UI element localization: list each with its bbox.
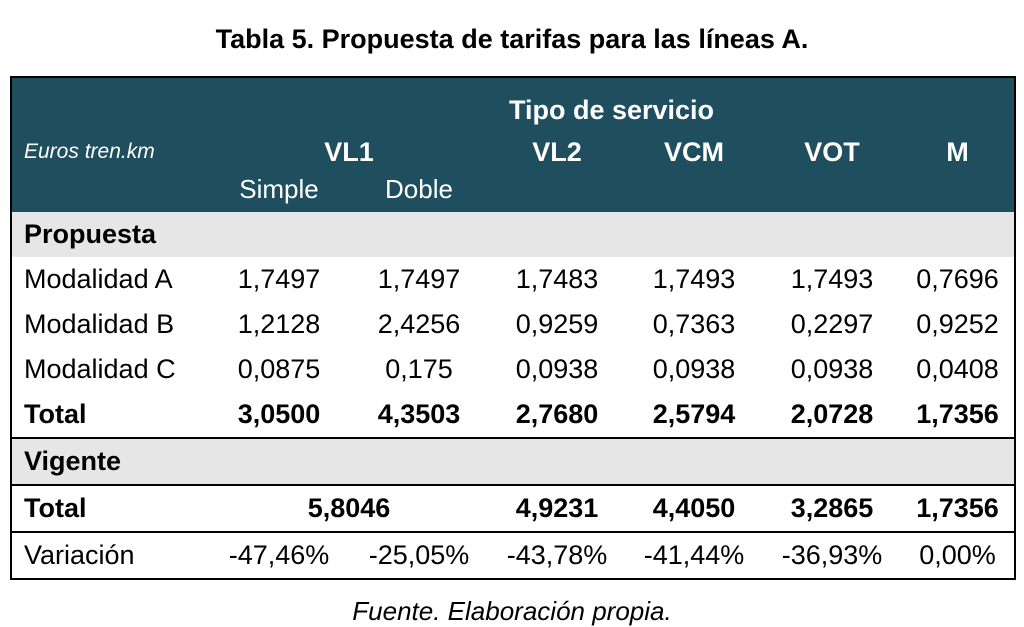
section-label: Vigente (11, 437, 1016, 485)
table-cell: 0,0938 (515, 354, 599, 384)
table-cell: 4,3503 (377, 399, 461, 429)
header-col-vot: VOT (763, 130, 901, 174)
header-sub-empty (489, 174, 625, 212)
table-cell: 3,2865 (763, 484, 901, 532)
table-cell: 0,0938 (790, 354, 874, 384)
table-cell: -43,78% (489, 531, 625, 579)
table-cell: 2,7680 (515, 399, 599, 429)
section-row-propuesta: Propuesta (11, 212, 1016, 257)
source-caption: Fuente. Elaboración propia. (352, 596, 672, 626)
table-cell: 0,2297 (790, 309, 874, 339)
header-sub-doble: Doble (349, 174, 489, 212)
header-sub-empty (901, 174, 1016, 212)
table-cell: 1,7497 (377, 264, 461, 294)
table-cell: 2,0728 (790, 399, 874, 429)
table-row-total-vigente: Total 5,8046 4,9231 4,4050 3,2865 1,7356 (11, 484, 1016, 532)
table-cell: 1,7483 (515, 264, 599, 294)
table-cell: -36,93% (763, 531, 901, 579)
row-label: Modalidad A (24, 264, 173, 294)
tariff-table: Tipo de servicio Euros tren.km VL1 VL2 V… (10, 76, 1017, 580)
header-unit-label: Euros tren.km (11, 130, 209, 174)
row-label: Modalidad C (24, 354, 176, 384)
table-cell: -47,46% (209, 531, 349, 579)
table-cell: 2,4256 (377, 309, 461, 339)
header-col-m: M (901, 130, 1016, 174)
section-label: Propuesta (11, 212, 1016, 257)
header-tipo-servicio: Tipo de servicio (209, 77, 1016, 130)
table-cell: 0,9259 (515, 309, 599, 339)
table-cell: 1,7493 (652, 264, 736, 294)
header-col-vl2: VL2 (489, 130, 625, 174)
row-label: Total (24, 399, 87, 429)
table-cell: 0,00% (901, 531, 1016, 579)
row-label: Total (11, 484, 209, 532)
header-sub-empty (625, 174, 763, 212)
table-cell: 0,9252 (916, 309, 999, 339)
table-cell: 2,5794 (652, 399, 736, 429)
table-cell: 4,9231 (489, 484, 625, 532)
table-row: Modalidad C 0,0875 0,175 0,0938 0,0938 0… (11, 347, 1015, 392)
table-cell: 0,0408 (916, 354, 999, 384)
header-sub-empty (763, 174, 901, 212)
row-label: Variación (11, 531, 209, 579)
table-cell: 0,7696 (916, 264, 999, 294)
table-cell: 4,4050 (625, 484, 763, 532)
table-cell: 1,7497 (237, 264, 321, 294)
table-cell: 1,7493 (790, 264, 874, 294)
table-cell: 0,7363 (652, 309, 736, 339)
table-cell: 0,0875 (237, 354, 321, 384)
table-cell: 0,0938 (652, 354, 736, 384)
table-row-total-propuesta: Total 3,0500 4,3503 2,7680 2,5794 2,0728… (11, 392, 1015, 438)
table-cell: 1,7356 (916, 399, 999, 429)
header-sub-simple: Simple (209, 174, 349, 212)
table-cell: 5,8046 (209, 484, 489, 532)
row-label: Modalidad B (24, 309, 175, 339)
table-cell: 0,175 (385, 354, 453, 384)
table-row: Modalidad B 1,2128 2,4256 0,9259 0,7363 … (11, 302, 1015, 347)
table-row: Modalidad A 1,7497 1,7497 1,7483 1,7493 … (11, 257, 1015, 302)
table-cell: 1,2128 (237, 309, 321, 339)
table-cell: -25,05% (349, 531, 489, 579)
table-cell: 1,7356 (901, 484, 1016, 532)
table-row-variacion: Variación -47,46% -25,05% -43,78% -41,44… (11, 531, 1016, 579)
header-sub-empty (11, 174, 209, 212)
table-title: Tabla 5. Propuesta de tarifas para las l… (215, 24, 809, 54)
table-cell: -41,44% (625, 531, 763, 579)
header-col-vcm: VCM (625, 130, 763, 174)
header-empty-cell (11, 77, 209, 130)
section-row-vigente: Vigente (11, 437, 1016, 485)
header-col-vl1: VL1 (209, 130, 489, 174)
table-cell: 3,0500 (237, 399, 321, 429)
